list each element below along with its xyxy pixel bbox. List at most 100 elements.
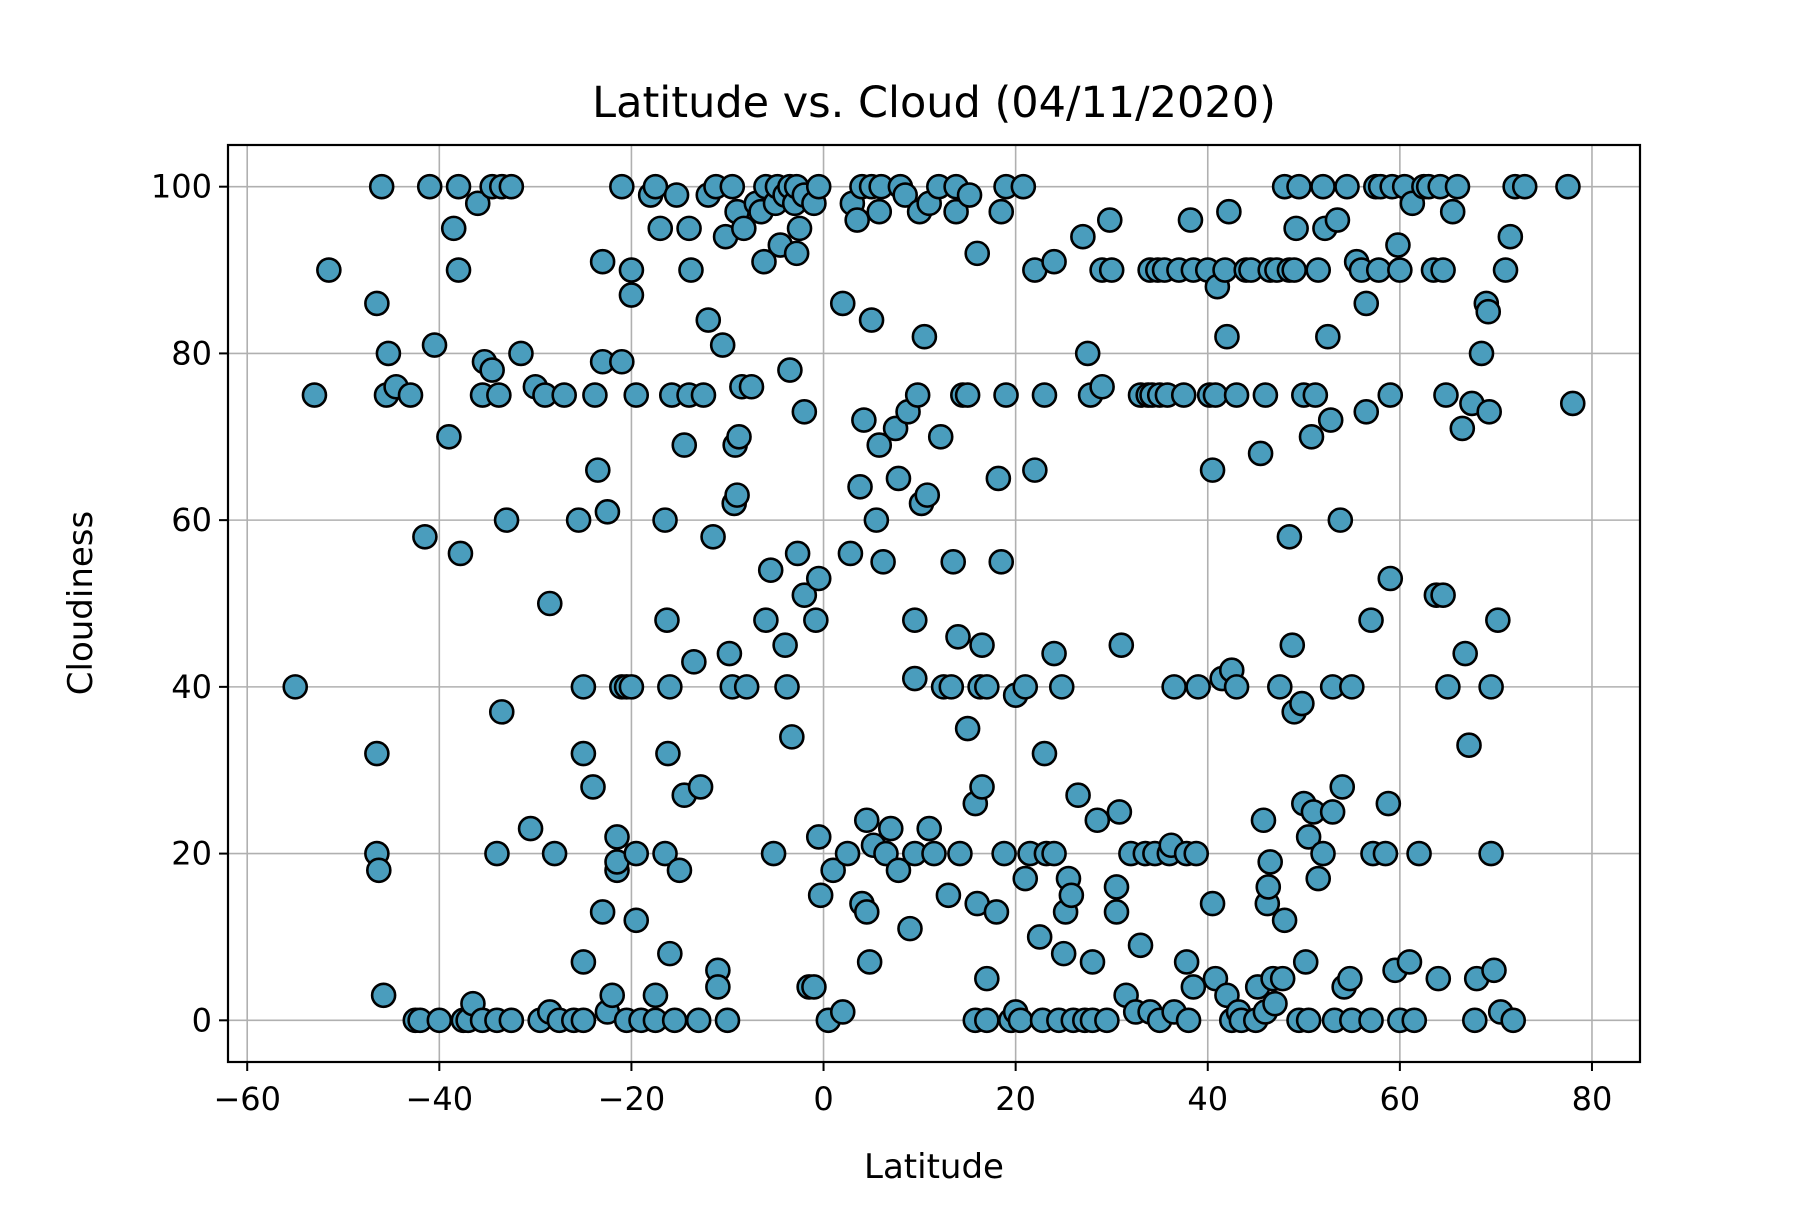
- data-point: [1385, 232, 1411, 258]
- data-point: [1108, 632, 1135, 658]
- data-point: [585, 457, 611, 483]
- data-point: [1302, 382, 1329, 408]
- data-point: [1283, 215, 1309, 242]
- data-point: [1481, 957, 1507, 984]
- data-point: [1305, 865, 1332, 892]
- data-point: [1050, 940, 1077, 967]
- data-point: [1500, 1007, 1527, 1034]
- data-point: [1031, 382, 1058, 408]
- data-point: [885, 465, 912, 492]
- data-point: [1425, 965, 1452, 992]
- data-point: [479, 357, 505, 383]
- data-point: [1337, 965, 1363, 992]
- data-point: [1074, 340, 1101, 367]
- data-point: [1310, 840, 1336, 867]
- data-point: [716, 640, 743, 667]
- data-point: [921, 840, 947, 867]
- data-point: [1216, 198, 1242, 225]
- data-point: [687, 774, 714, 800]
- data-point: [594, 498, 621, 525]
- data-point: [655, 740, 681, 767]
- data-point: [1202, 382, 1229, 408]
- data-point: [847, 473, 873, 500]
- data-point: [1065, 782, 1091, 809]
- data-point: [940, 549, 967, 575]
- data-point: [844, 207, 870, 233]
- data-point: [426, 1007, 453, 1034]
- data-point: [1286, 173, 1312, 200]
- data-point: [1096, 207, 1123, 233]
- data-point: [1041, 248, 1067, 275]
- data-point: [1430, 257, 1456, 283]
- data-point: [1478, 674, 1504, 700]
- chart-title: Latitude vs. Cloud (04/11/2020): [592, 78, 1276, 128]
- data-point: [1041, 640, 1067, 667]
- data-point: [877, 815, 904, 842]
- data-point: [599, 982, 626, 1009]
- data-point: [1334, 173, 1360, 200]
- data-point: [1022, 457, 1048, 483]
- data-point: [1199, 457, 1226, 483]
- data-point: [695, 307, 722, 333]
- data-point: [901, 665, 928, 692]
- data-points: [282, 173, 1586, 1034]
- data-point: [774, 674, 800, 700]
- data-point: [1456, 732, 1482, 759]
- data-point: [853, 807, 880, 834]
- axis-ticks: −60 −40 −20 0 20 40 60 80 0 20 40 60 80 100: [151, 168, 1612, 1118]
- data-point: [892, 182, 918, 208]
- data-point: [589, 248, 616, 275]
- data-point: [484, 840, 510, 867]
- data-point: [652, 507, 678, 533]
- data-point: [863, 507, 890, 533]
- data-point: [783, 240, 810, 267]
- data-point: [947, 840, 973, 867]
- data-point: [1430, 582, 1456, 608]
- data-point: [993, 382, 1019, 408]
- data-point: [1375, 790, 1402, 817]
- y-tick-label: 80: [171, 334, 212, 372]
- data-point: [375, 340, 402, 367]
- data-point: [1094, 1007, 1120, 1034]
- data-point: [1358, 607, 1384, 633]
- data-point: [416, 173, 443, 200]
- data-point: [1007, 1007, 1034, 1034]
- data-point: [1435, 674, 1461, 700]
- data-point: [1377, 565, 1404, 592]
- data-point: [974, 1007, 1000, 1034]
- data-point: [1461, 1007, 1488, 1034]
- data-point: [1183, 840, 1210, 867]
- data-point: [901, 607, 928, 633]
- x-tick-label: 20: [995, 1080, 1036, 1118]
- data-point: [1439, 198, 1466, 225]
- x-tick-label: 40: [1187, 1080, 1228, 1118]
- data-point: [364, 290, 390, 317]
- data-point: [488, 699, 515, 725]
- data-point: [1327, 507, 1354, 533]
- data-point: [1070, 223, 1096, 250]
- data-point: [1161, 674, 1187, 700]
- data-point: [690, 382, 717, 408]
- data-point: [719, 173, 746, 200]
- data-point: [851, 407, 877, 433]
- data-point: [1315, 323, 1341, 350]
- data-point: [1478, 840, 1504, 867]
- x-axis-label: Latitude: [864, 1147, 1004, 1187]
- data-point: [1365, 257, 1392, 283]
- data-point: [1058, 882, 1085, 909]
- data-point: [623, 840, 650, 867]
- data-point: [1452, 640, 1478, 667]
- data-point: [609, 348, 635, 375]
- data-point: [807, 882, 834, 909]
- data-point: [858, 307, 885, 333]
- data-point: [657, 940, 683, 967]
- data-point: [681, 649, 707, 675]
- data-point: [412, 524, 438, 550]
- data-point: [873, 840, 899, 867]
- data-point: [1339, 674, 1365, 700]
- data-point: [1396, 949, 1423, 975]
- data-point: [733, 674, 760, 700]
- plot-frame: [226, 143, 1642, 1064]
- data-point: [724, 482, 750, 508]
- data-point: [956, 182, 983, 208]
